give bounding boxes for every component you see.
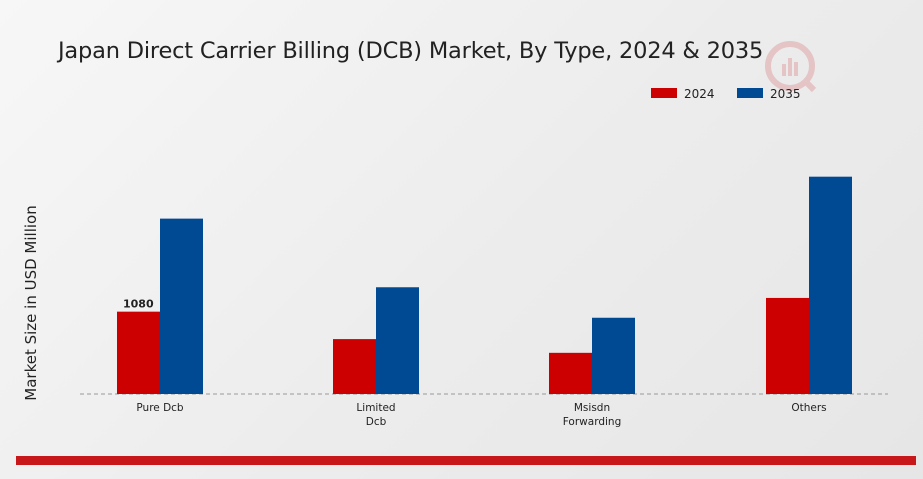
chart-title: Japan Direct Carrier Billing (DCB) Marke… (58, 38, 764, 64)
x-tick-label-1-1: Dcb (366, 416, 387, 428)
legend-label-2024: 2024 (684, 87, 715, 101)
legend-swatch-2024 (651, 88, 677, 98)
bar-2035-2 (592, 317, 635, 394)
bar-2035-0 (160, 218, 203, 394)
x-tick-label-1-0: Limited (356, 402, 395, 414)
watermark-logo-icon (765, 41, 817, 93)
bar-2035-1 (376, 287, 419, 394)
bottom-accent-band (16, 456, 916, 465)
bar-2024-1 (333, 339, 376, 394)
x-tick-label-0-0: Pure Dcb (136, 402, 184, 414)
bar-2024-0 (117, 311, 160, 394)
legend-swatch-2035 (737, 88, 763, 98)
bar-2024-3 (766, 297, 809, 394)
bar-2035-3 (809, 176, 852, 394)
x-tick-label-2-0: Msisdn (574, 402, 610, 414)
legend-label-2035: 2035 (770, 87, 801, 101)
x-tick-label-2-1: Forwarding (563, 416, 621, 428)
data-label-2024-0: 1080 (123, 298, 154, 311)
x-tick-label-3-0: Others (791, 402, 826, 414)
bar-2024-2 (549, 352, 592, 394)
